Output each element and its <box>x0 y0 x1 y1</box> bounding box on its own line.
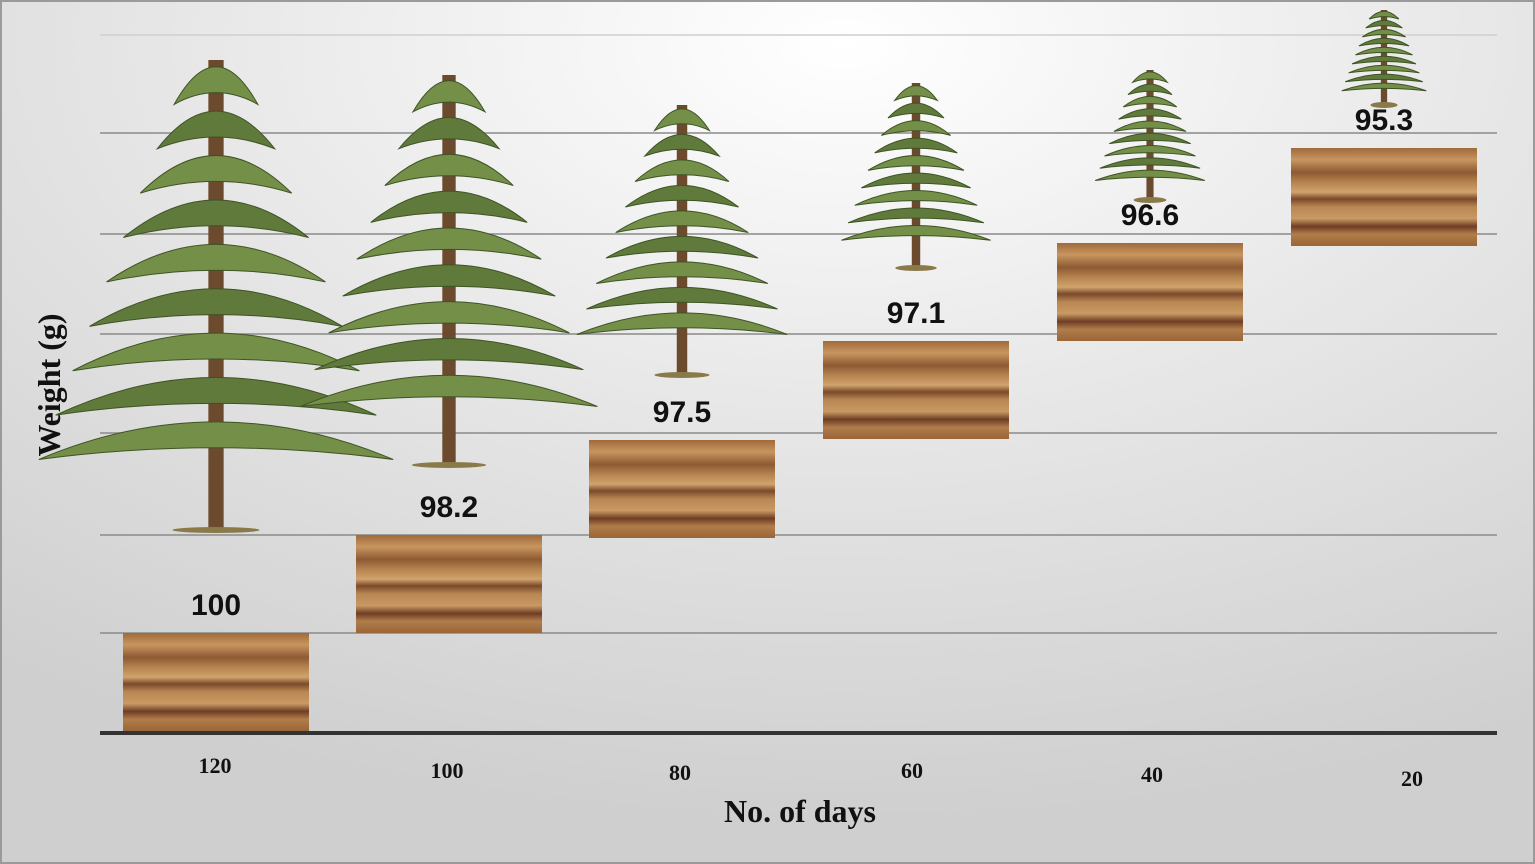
tree-foliage <box>887 102 945 119</box>
tree-foliage <box>881 120 951 136</box>
tree-foliage <box>342 264 556 297</box>
x-tick-label: 20 <box>1401 766 1423 791</box>
value-label: 98.2 <box>420 491 478 524</box>
tree-foliage <box>1358 37 1410 47</box>
tree <box>841 83 991 271</box>
tree-ground <box>411 462 487 468</box>
bar <box>1291 148 1477 246</box>
tree-foliage <box>1348 64 1420 74</box>
x-tick-label: 120 <box>199 753 232 778</box>
x-axis-label: No. of days <box>724 793 876 829</box>
tree-foliage <box>643 134 721 158</box>
tree-foliage <box>397 116 501 150</box>
tree-foliage <box>1341 82 1427 92</box>
tree <box>1341 10 1427 108</box>
tree-foliage <box>634 159 730 182</box>
tree-foliage <box>576 312 788 335</box>
tree-foliage <box>384 153 514 186</box>
bar <box>823 341 1009 439</box>
value-label: 97.1 <box>887 297 945 330</box>
tree-foliage <box>172 66 260 106</box>
tree-foliage <box>356 227 542 260</box>
tree-foliage <box>1355 46 1413 56</box>
tree <box>1095 70 1205 203</box>
tree-foliage <box>370 190 528 223</box>
tree-foliage <box>1127 83 1173 96</box>
tree-foliage <box>653 108 711 132</box>
tree-foliage <box>1113 120 1187 132</box>
bar <box>589 440 775 538</box>
bar <box>1057 243 1243 341</box>
tree-foliage <box>72 332 360 372</box>
y-axis-label: Weight (g) <box>31 313 67 456</box>
value-label: 95.3 <box>1355 104 1413 137</box>
bar <box>123 633 309 731</box>
tree <box>576 105 788 378</box>
x-tick-label: 80 <box>669 760 691 785</box>
value-label: 97.5 <box>653 396 711 429</box>
tree-foliage <box>314 338 584 371</box>
tree-foliage <box>1118 108 1182 120</box>
tree-foliage <box>1095 169 1205 181</box>
x-tick-label: 60 <box>901 758 923 783</box>
value-label: 100 <box>191 589 241 622</box>
tree <box>38 60 394 533</box>
tree-foliage <box>1365 19 1403 29</box>
tree-ground <box>1370 102 1398 108</box>
tree-foliage <box>38 421 394 460</box>
tree-foliage <box>615 210 749 233</box>
tree-foliage <box>106 243 326 283</box>
tree-foliage <box>586 286 778 310</box>
tree-foliage <box>841 225 991 241</box>
tree-foliage <box>605 236 759 259</box>
tree-foliage <box>847 207 985 224</box>
tree-foliage <box>596 261 768 284</box>
tree-foliage <box>300 374 598 407</box>
x-tick-label: 100 <box>431 758 464 783</box>
tree-ground <box>172 527 260 533</box>
tree-foliage <box>867 155 965 171</box>
tree-foliage <box>861 172 971 189</box>
tree-foliage <box>874 137 958 154</box>
x-tick-label: 40 <box>1141 762 1163 787</box>
tree-foliage <box>1345 73 1423 83</box>
tree-foliage <box>1131 71 1169 84</box>
bar <box>356 535 542 633</box>
tree-foliage <box>854 190 978 206</box>
tree-ground <box>895 265 937 271</box>
tree-foliage <box>1362 28 1406 38</box>
tree-ground <box>654 372 710 378</box>
tree-foliage <box>328 301 570 334</box>
tree-foliage <box>411 80 487 114</box>
tree-foliage <box>1104 145 1196 157</box>
tree-ground <box>1133 197 1167 203</box>
tree-foliage <box>123 199 309 239</box>
grid <box>100 34 1497 634</box>
tree-foliage <box>1368 10 1400 20</box>
tree-foliage <box>1122 95 1178 108</box>
tree <box>300 75 598 468</box>
tree-foliage <box>139 155 293 194</box>
value-label: 96.6 <box>1121 199 1179 232</box>
tree-foliage <box>625 184 739 208</box>
tree-foliage <box>1351 55 1417 65</box>
tree-foliage <box>1109 132 1191 145</box>
tree-foliage <box>1099 157 1201 169</box>
tree-foliage <box>55 377 377 416</box>
tree-foliage <box>893 85 939 102</box>
tree-foliage <box>155 110 277 150</box>
